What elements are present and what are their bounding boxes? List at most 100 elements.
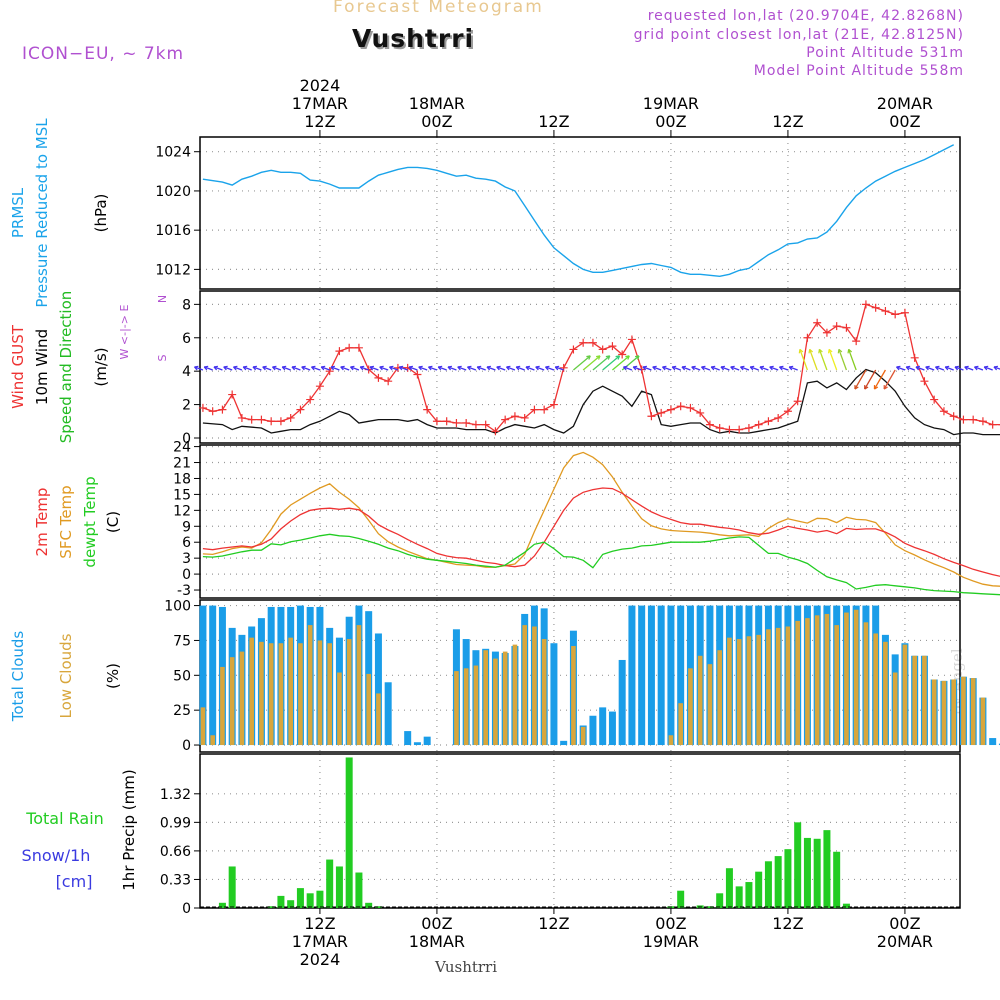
gust-marker	[978, 417, 987, 426]
wind-arrow	[545, 366, 555, 371]
total-cloud-bar	[199, 605, 207, 746]
wind-arrow	[612, 355, 630, 371]
y-tick-label: -3	[177, 583, 191, 599]
low-cloud-bar	[200, 707, 206, 746]
wind-arrow	[759, 366, 769, 371]
wind-arrow-head	[476, 365, 482, 371]
low-cloud-label: Low Clouds	[57, 633, 75, 718]
wind-arrow-head	[954, 365, 960, 371]
low-cloud-bar	[278, 643, 284, 746]
wind-arrow	[691, 366, 701, 371]
wind-arrow-head	[652, 365, 657, 371]
wind-arrow	[291, 366, 301, 371]
wind-arrow-head	[749, 365, 755, 371]
total-cloud-bar	[423, 736, 431, 746]
gust-marker	[627, 335, 636, 344]
wind-arrow-head	[623, 365, 628, 371]
y-tick-label: 8	[182, 297, 191, 313]
wind-arrow	[272, 366, 282, 371]
gust-marker	[598, 345, 607, 354]
t2m-line	[202, 487, 1000, 577]
model-label: ICON−EU, ~ 7km	[22, 44, 185, 64]
y-tick-label: 0.33	[160, 872, 191, 888]
gust-markers	[198, 300, 1000, 436]
gust-marker	[413, 370, 422, 379]
wind-arrow-head	[935, 365, 940, 371]
wind-arrow	[359, 366, 369, 371]
gust-marker	[715, 423, 724, 432]
low-cloud-bar	[249, 637, 254, 746]
wind-arrow	[701, 366, 711, 371]
wind-arrow-head	[896, 365, 901, 371]
gust-marker	[501, 415, 510, 424]
sfc-temp-label: SFC Temp	[57, 485, 75, 558]
wind-arrow	[642, 366, 652, 371]
wind-arrow	[854, 369, 867, 390]
low-cloud-bar	[473, 665, 479, 746]
gust-marker	[852, 337, 861, 346]
wind-arrow	[964, 366, 974, 371]
low-cloud-bar	[376, 693, 381, 746]
gust-marker	[491, 427, 500, 436]
wind-arrow	[779, 366, 789, 371]
low-cloud-bar	[795, 620, 800, 746]
wind-arrow	[262, 366, 272, 371]
wind-arrow-head	[233, 365, 238, 371]
wind-arrow	[525, 366, 535, 371]
total-cloud-bar	[608, 711, 616, 746]
snow-unit-label: [cm]	[56, 872, 93, 891]
wind-arrow-head	[818, 348, 823, 354]
precip-bar	[296, 888, 304, 908]
y-tick-label: 50	[173, 668, 191, 684]
low-cloud-bar	[678, 703, 683, 746]
wind-arrow-head	[788, 365, 794, 371]
low-cloud-bar	[785, 626, 791, 746]
point-altitude: Point Altitude 531m	[806, 45, 964, 61]
wind-arrow-head	[408, 365, 414, 371]
low-cloud-bar	[688, 668, 693, 746]
total-cloud-bar	[628, 605, 636, 746]
precip-bar	[345, 757, 353, 908]
low-cloud-bar	[317, 640, 323, 746]
gust-marker	[618, 350, 627, 359]
wind-gust-label: Wind GUST	[9, 324, 27, 409]
wind-arrow	[203, 366, 213, 371]
time-label: 20MAR	[877, 94, 933, 113]
low-cloud-bar	[853, 609, 859, 746]
precip-bar	[355, 872, 363, 908]
precip-bar	[677, 890, 685, 908]
precip-bar	[813, 838, 821, 908]
wind-arrow-head	[301, 365, 306, 371]
wind-arrow-head	[389, 365, 394, 371]
time-label: 12Z	[538, 112, 569, 131]
precip-bar	[725, 868, 733, 908]
precip-bar	[326, 859, 334, 908]
low-cloud-bar	[229, 657, 235, 746]
gust-marker	[306, 395, 315, 404]
wind-arrow-head	[634, 355, 640, 360]
gust-marker	[793, 397, 802, 406]
wind-arrow-head	[615, 355, 621, 360]
low-cloud-bar	[912, 655, 917, 746]
precip-bar	[267, 906, 275, 908]
wind-arrow	[652, 366, 662, 371]
total-cloud-label: Total Clouds	[9, 631, 27, 723]
wind-arrow	[379, 366, 389, 371]
wind-arrow	[662, 366, 672, 371]
wind-arrow	[418, 366, 428, 371]
wind-arrow	[330, 366, 340, 371]
low-cloud-bar	[493, 658, 498, 746]
y-tick-label: 1.32	[160, 787, 191, 803]
precip-bar	[365, 902, 373, 908]
total-cloud-bar	[413, 742, 421, 746]
time-label: 17MAR	[292, 94, 348, 113]
precip-bar	[784, 849, 792, 908]
low-cloud-bar	[970, 678, 976, 746]
gust-marker	[315, 382, 324, 391]
precip-bar	[774, 856, 782, 908]
wind-arrow-head	[740, 365, 745, 371]
wind-arrow	[730, 366, 740, 371]
wind-arrow	[896, 366, 906, 371]
total-cloud-bar	[667, 605, 675, 746]
y-tick-label: 15	[173, 487, 191, 503]
